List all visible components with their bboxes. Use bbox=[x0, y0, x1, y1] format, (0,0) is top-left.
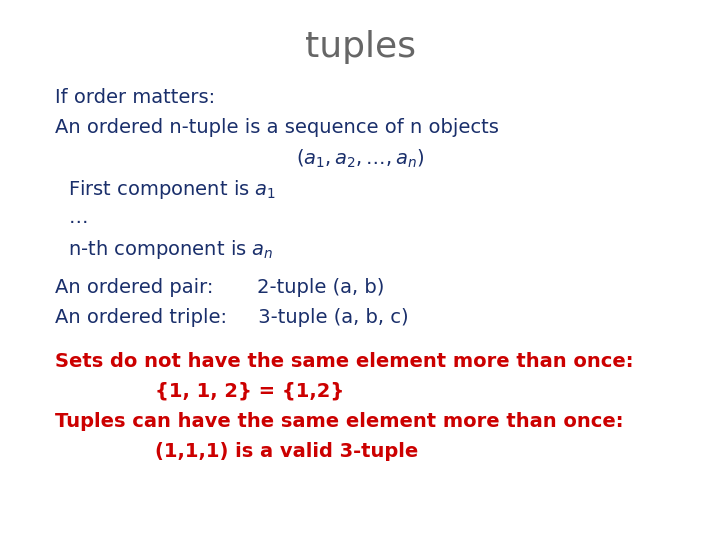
Text: (1,1,1) is a valid 3-tuple: (1,1,1) is a valid 3-tuple bbox=[155, 442, 418, 461]
Text: $\ldots$: $\ldots$ bbox=[68, 208, 87, 227]
Text: An ordered triple:     3-tuple (a, b, c): An ordered triple: 3-tuple (a, b, c) bbox=[55, 308, 409, 327]
Text: $(a_1, a_2, \ldots, a_n)$: $(a_1, a_2, \ldots, a_n)$ bbox=[296, 148, 424, 170]
Text: n-th component is $a_n$: n-th component is $a_n$ bbox=[68, 238, 274, 261]
Text: Sets do not have the same element more than once:: Sets do not have the same element more t… bbox=[55, 352, 634, 371]
Text: First component is $a_1$: First component is $a_1$ bbox=[68, 178, 276, 201]
Text: {1, 1, 2} = {1,2}: {1, 1, 2} = {1,2} bbox=[155, 382, 344, 401]
Text: An ordered n-tuple is a sequence of n objects: An ordered n-tuple is a sequence of n ob… bbox=[55, 118, 499, 137]
Text: Tuples can have the same element more than once:: Tuples can have the same element more th… bbox=[55, 412, 624, 431]
Text: If order matters:: If order matters: bbox=[55, 88, 215, 107]
Text: An ordered pair:       2-tuple (a, b): An ordered pair: 2-tuple (a, b) bbox=[55, 278, 384, 297]
Text: tuples: tuples bbox=[305, 30, 415, 64]
